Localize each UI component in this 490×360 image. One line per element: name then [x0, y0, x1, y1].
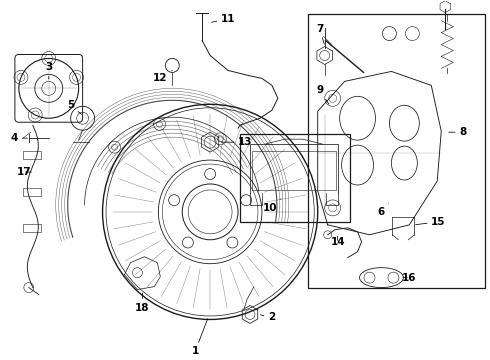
- Text: 17: 17: [17, 167, 31, 177]
- Text: 12: 12: [153, 71, 172, 84]
- Text: 7: 7: [316, 24, 324, 44]
- Text: 15: 15: [416, 217, 446, 227]
- Text: 6: 6: [378, 203, 389, 217]
- Text: 16: 16: [401, 273, 416, 283]
- Text: 2: 2: [260, 312, 275, 323]
- Bar: [240, 134, 349, 222]
- Text: 1: 1: [192, 319, 208, 356]
- Text: 14: 14: [330, 236, 345, 247]
- Text: 4: 4: [11, 133, 27, 143]
- Bar: [23, 151, 41, 159]
- Bar: [23, 224, 41, 232]
- Text: 13: 13: [221, 137, 252, 147]
- Text: 10: 10: [263, 199, 281, 213]
- Text: 18: 18: [135, 293, 149, 312]
- Bar: [23, 188, 41, 196]
- Bar: [252, 151, 336, 190]
- Bar: [308, 14, 485, 288]
- Text: 11: 11: [212, 14, 235, 24]
- Text: 9: 9: [316, 85, 329, 104]
- Text: 8: 8: [449, 127, 466, 137]
- Text: 3: 3: [45, 62, 52, 79]
- Text: 5: 5: [67, 100, 81, 114]
